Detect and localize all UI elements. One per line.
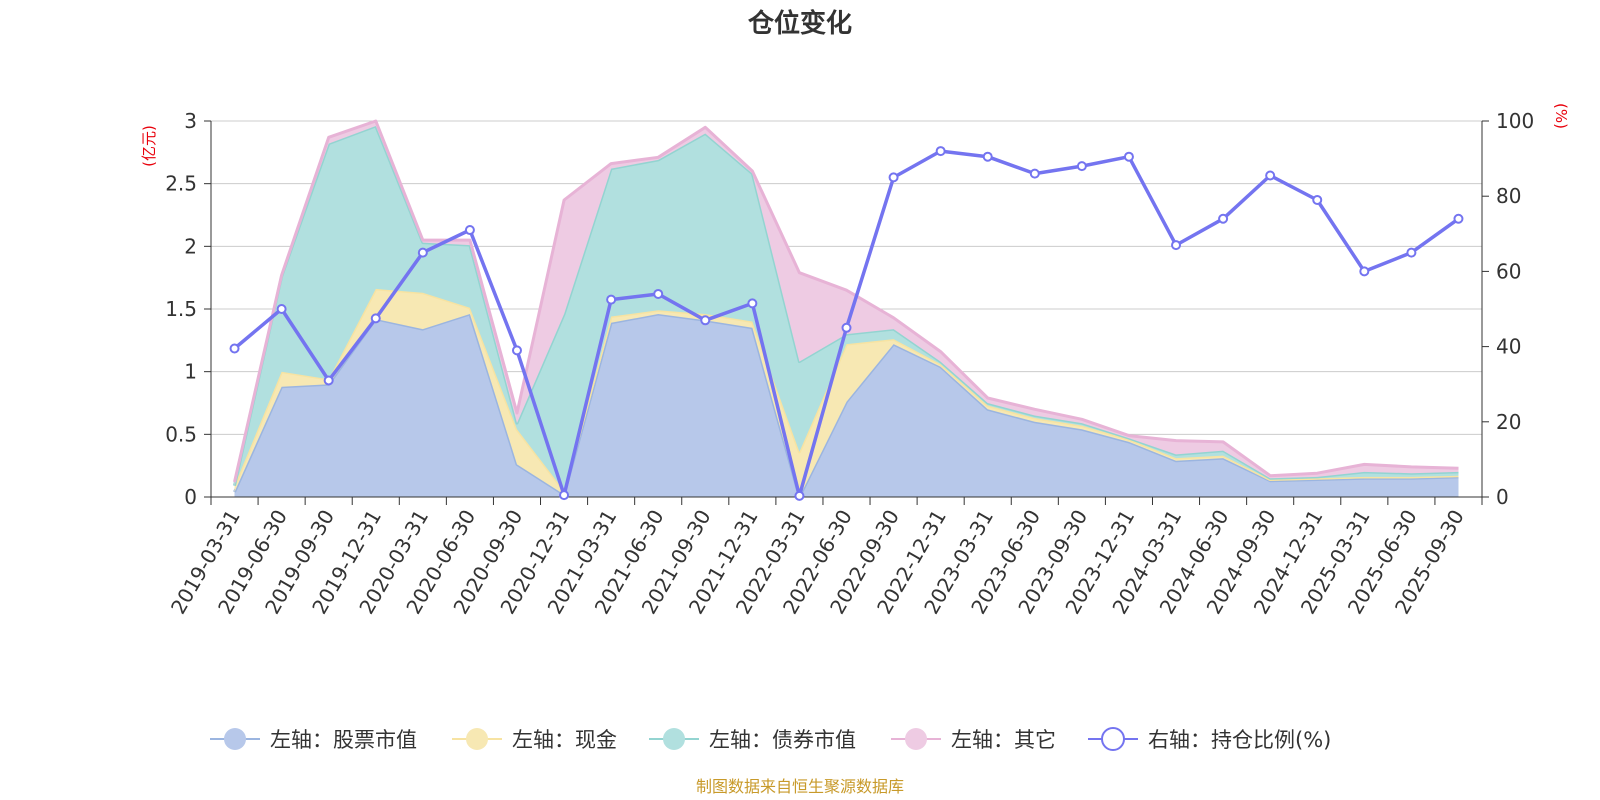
holding-ratio-point — [464, 225, 475, 236]
holding-ratio-point — [417, 247, 428, 258]
right-axis-tick-label: 20 — [1496, 410, 1521, 434]
holding-ratio-point — [370, 313, 381, 324]
holding-ratio-point — [1359, 266, 1370, 277]
legend-circle-marker — [905, 728, 927, 750]
holding-ratio-point — [1406, 247, 1417, 258]
left-axis-tick-label: 0 — [184, 485, 197, 509]
legend-circle-marker — [663, 728, 685, 750]
legend-circle-marker — [466, 728, 488, 750]
legend: 左轴：股票市值 左轴：现金 左轴：债券市值 左轴：其它 右轴：持仓比例(%) — [210, 727, 1331, 752]
left-axis-tick-label: 0.5 — [165, 422, 197, 446]
holding-ratio-point — [1029, 168, 1040, 179]
right-axis-unit: (%) — [1552, 103, 1570, 129]
right-axis-tick-label: 40 — [1496, 335, 1521, 359]
holding-ratio-point — [1265, 170, 1276, 181]
left-axis-tick-label: 1 — [184, 360, 197, 384]
left-axis-tick-label: 2.5 — [165, 172, 197, 196]
holding-ratio-point — [559, 490, 570, 501]
legend-label: 右轴：持仓比例(%) — [1148, 728, 1331, 752]
legend-circle-marker — [1101, 727, 1125, 751]
holding-ratio-point — [229, 343, 240, 354]
holding-ratio-point — [1123, 151, 1134, 162]
left-axis-tick-label: 1.5 — [165, 297, 197, 321]
holding-ratio-point — [841, 322, 852, 333]
holding-ratio-point — [511, 345, 522, 356]
left-axis-tick-label: 3 — [184, 109, 197, 133]
holding-ratio-point — [606, 294, 617, 305]
holding-ratio-point — [1312, 194, 1323, 205]
holding-ratio-point — [1453, 213, 1464, 224]
right-axis-tick-label: 60 — [1496, 259, 1521, 283]
holding-ratio-point — [1076, 161, 1087, 172]
legend-item: 左轴：其它 — [891, 728, 1056, 752]
right-axis-tick-label: 0 — [1496, 485, 1509, 509]
data-source-note: 制图数据来自恒生聚源数据库 — [696, 777, 904, 796]
legend-item: 左轴：现金 — [452, 728, 617, 752]
holding-ratio-point — [1218, 213, 1229, 224]
holding-ratio-line-group — [229, 146, 1464, 501]
holding-ratio-point — [700, 315, 711, 326]
legend-label: 左轴：现金 — [512, 728, 617, 752]
left-axis-tick-label: 2 — [184, 234, 197, 258]
legend-label: 左轴：债券市值 — [709, 728, 856, 752]
holding-ratio-point — [1171, 240, 1182, 251]
area-series-4-edge — [233, 119, 1459, 483]
right-axis-tick-label: 100 — [1496, 109, 1534, 133]
area-series-3 — [234, 126, 1459, 491]
holding-ratio-point — [888, 172, 899, 183]
legend-item: 左轴：股票市值 — [210, 728, 417, 752]
holding-ratio-point — [653, 288, 664, 299]
holding-ratio-point — [276, 304, 287, 314]
holding-ratio-point — [323, 375, 334, 386]
chart-title: 仓位变化 — [747, 8, 852, 39]
legend-item: 左轴：债券市值 — [649, 728, 856, 752]
area-series-2 — [234, 288, 1459, 497]
right-axis-tick-label: 80 — [1496, 184, 1521, 208]
left-axis-unit: (亿元) — [140, 125, 158, 167]
holding-ratio-point — [935, 146, 946, 157]
area-series-1 — [234, 314, 1459, 497]
holding-ratio-point — [747, 298, 758, 309]
area-series-4 — [234, 121, 1459, 486]
legend-circle-marker — [224, 728, 246, 750]
legend-label: 左轴：股票市值 — [270, 728, 417, 752]
legend-label: 左轴：其它 — [951, 728, 1056, 752]
holding-ratio-point — [794, 490, 805, 501]
holding-ratio-point — [982, 151, 993, 162]
legend-item: 右轴：持仓比例(%) — [1088, 727, 1331, 752]
